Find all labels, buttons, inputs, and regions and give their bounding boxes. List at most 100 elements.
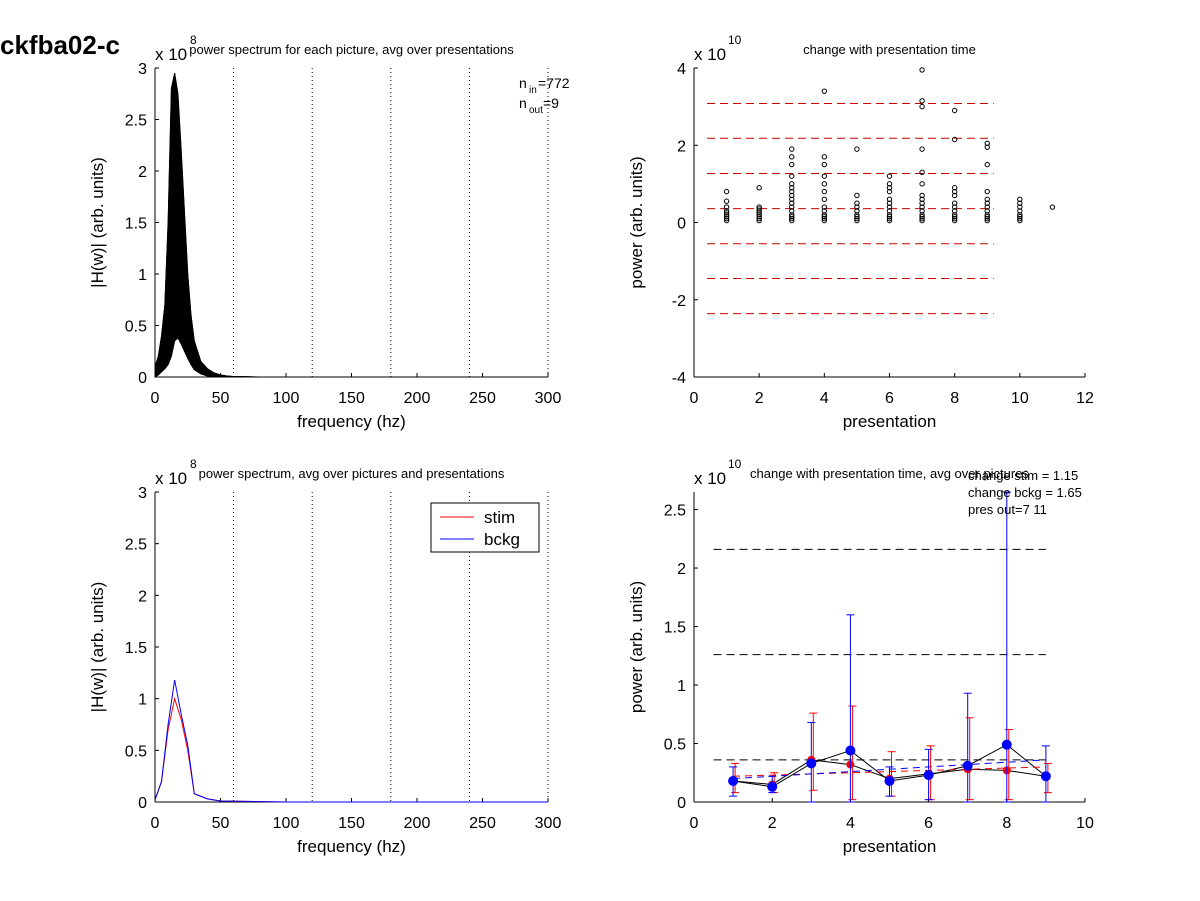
scatter-point	[1017, 196, 1023, 203]
spectrum-trace	[154, 153, 548, 378]
scatter-point	[886, 215, 893, 222]
scatter-point	[756, 215, 762, 222]
scatter-point	[821, 188, 828, 195]
scatter-point	[984, 214, 990, 220]
scatter-point	[984, 196, 990, 203]
scatter-point	[919, 196, 925, 203]
y-tick-label: 2.5	[125, 113, 147, 130]
y-axis-label: power (arb. units)	[627, 156, 646, 288]
scatter-point	[919, 204, 925, 210]
scatter-point	[1049, 204, 1056, 210]
scatter-point	[821, 196, 828, 203]
subplot-bottom-right: 0 2 4 6 8 10 0 0.5 1 1.5 2 2.5 presentation power (ar…	[627, 457, 1094, 856]
scatter-point	[919, 212, 925, 218]
scatter-point	[789, 192, 795, 199]
y-tick-label: 1	[138, 267, 147, 284]
data-point-bckg	[806, 758, 817, 769]
y-tick-label: 1	[138, 692, 147, 709]
legend-label-bckg: bckg	[484, 530, 520, 549]
page-title: ckfba02-c	[0, 30, 120, 60]
x-tick-label: 200	[404, 390, 431, 407]
scatter-point	[886, 200, 893, 206]
scatter-point	[1017, 204, 1023, 210]
scatter-point	[756, 185, 762, 191]
annotation-sub: out	[529, 105, 543, 116]
subplot-title: change with presentation time, avg over …	[750, 466, 1029, 481]
scatter-point	[756, 204, 762, 210]
scatter-point	[951, 200, 958, 206]
scatter-point	[886, 208, 893, 214]
data-point-bckg	[1001, 739, 1012, 750]
subplot-title: power spectrum, avg over pictures and pr…	[199, 466, 505, 481]
scatter-point	[756, 206, 762, 212]
x-tick-label: 0	[690, 815, 699, 832]
x-tick-label: 150	[338, 815, 365, 832]
scatter-point	[886, 217, 893, 224]
y-axis-label: |H(w)| (arb. units)	[88, 582, 107, 713]
legend-label-stim: stim	[484, 508, 515, 527]
y-axis-label: power (arb. units)	[627, 581, 646, 713]
x-tick-label: 10	[1011, 390, 1029, 407]
x-tick-label: 12	[1076, 390, 1094, 407]
spectrum-trace	[154, 273, 548, 378]
x-tick-label: 50	[212, 390, 230, 407]
annotation-base: n	[519, 75, 527, 91]
scatter-point	[723, 214, 730, 220]
scatter-point	[821, 181, 828, 187]
y-tick-label: 0.5	[125, 319, 147, 336]
x-axis-label: frequency (hz)	[297, 837, 406, 856]
scatter-point	[756, 212, 762, 218]
y-tick-label: -2	[672, 293, 686, 310]
scatter-point	[951, 107, 958, 114]
scatter-point	[789, 173, 795, 179]
y-tick-label: 0	[677, 795, 686, 812]
scatter-point	[1017, 214, 1023, 220]
scatter-point	[1017, 200, 1023, 206]
x-tick-label: 300	[535, 390, 562, 407]
data-point-bckg	[845, 745, 856, 756]
scatter-point	[723, 212, 730, 218]
y-tick-label: 3	[138, 61, 147, 78]
scatter-point	[789, 188, 795, 195]
scatter-point	[919, 217, 925, 224]
scatter-point	[821, 215, 828, 222]
scatter-point	[951, 208, 958, 214]
y-tick-label: 2	[677, 138, 686, 155]
scatter-point	[984, 208, 990, 214]
exponent-power: 8	[190, 457, 197, 471]
scatter-point	[1017, 208, 1023, 214]
scatter-point	[854, 208, 860, 214]
scatter-point	[789, 208, 795, 214]
y-tick-label: 0.5	[125, 743, 147, 760]
scatter-point	[951, 217, 958, 224]
x-tick-label: 150	[338, 390, 365, 407]
scatter-point	[821, 161, 828, 168]
x-tick-label: 200	[404, 815, 431, 832]
y-tick-label: 2	[677, 561, 686, 578]
x-axis-label: presentation	[843, 412, 937, 431]
annotation-base: n	[519, 95, 527, 111]
scatter-point	[984, 144, 990, 150]
scatter-point	[951, 204, 958, 210]
subplot-top-left: 0 50 100 150 200 250 300 0 0.5 1 1.5 2 2.5 3 frequency…	[88, 33, 570, 431]
annotation-text: change stim = 1.15	[968, 468, 1078, 483]
y-tick-label: 0	[138, 795, 147, 812]
scatter-point	[789, 212, 795, 218]
y-tick-label: 0.5	[664, 737, 686, 754]
exponent-base: x 10	[155, 45, 187, 64]
scatter-point	[821, 154, 828, 160]
scatter-point	[723, 204, 730, 210]
scatter-point	[789, 161, 795, 168]
x-tick-label: 100	[273, 815, 300, 832]
exponent-power: 10	[728, 457, 742, 471]
exponent-power: 8	[190, 33, 197, 47]
scatter-point	[919, 169, 925, 175]
spectrum-trace	[154, 73, 548, 378]
y-tick-label: -4	[672, 370, 686, 387]
scatter-point	[789, 185, 795, 191]
annotation-sub: in	[529, 85, 537, 96]
scatter-point	[919, 200, 925, 206]
scatter-point	[886, 196, 893, 203]
series-line-bckg	[154, 679, 548, 803]
